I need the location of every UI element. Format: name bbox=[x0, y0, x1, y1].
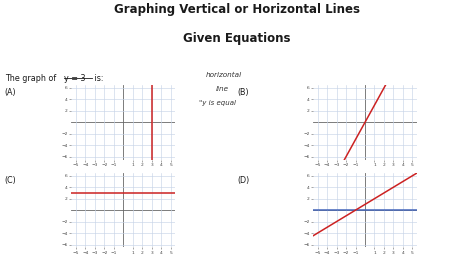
Text: (C): (C) bbox=[5, 176, 17, 185]
Text: (A): (A) bbox=[5, 88, 17, 97]
Text: (D): (D) bbox=[237, 176, 249, 185]
Text: (B): (B) bbox=[237, 88, 249, 97]
Text: horizontal: horizontal bbox=[206, 72, 242, 78]
Text: The graph of: The graph of bbox=[5, 74, 58, 84]
Text: Graphing Vertical or Horizontal Lines: Graphing Vertical or Horizontal Lines bbox=[114, 3, 360, 16]
Text: y = 3: y = 3 bbox=[64, 74, 85, 84]
Text: line: line bbox=[216, 86, 229, 93]
Text: Given Equations: Given Equations bbox=[183, 32, 291, 45]
Text: is:: is: bbox=[92, 74, 104, 84]
Text: "y is equal: "y is equal bbox=[199, 100, 236, 106]
